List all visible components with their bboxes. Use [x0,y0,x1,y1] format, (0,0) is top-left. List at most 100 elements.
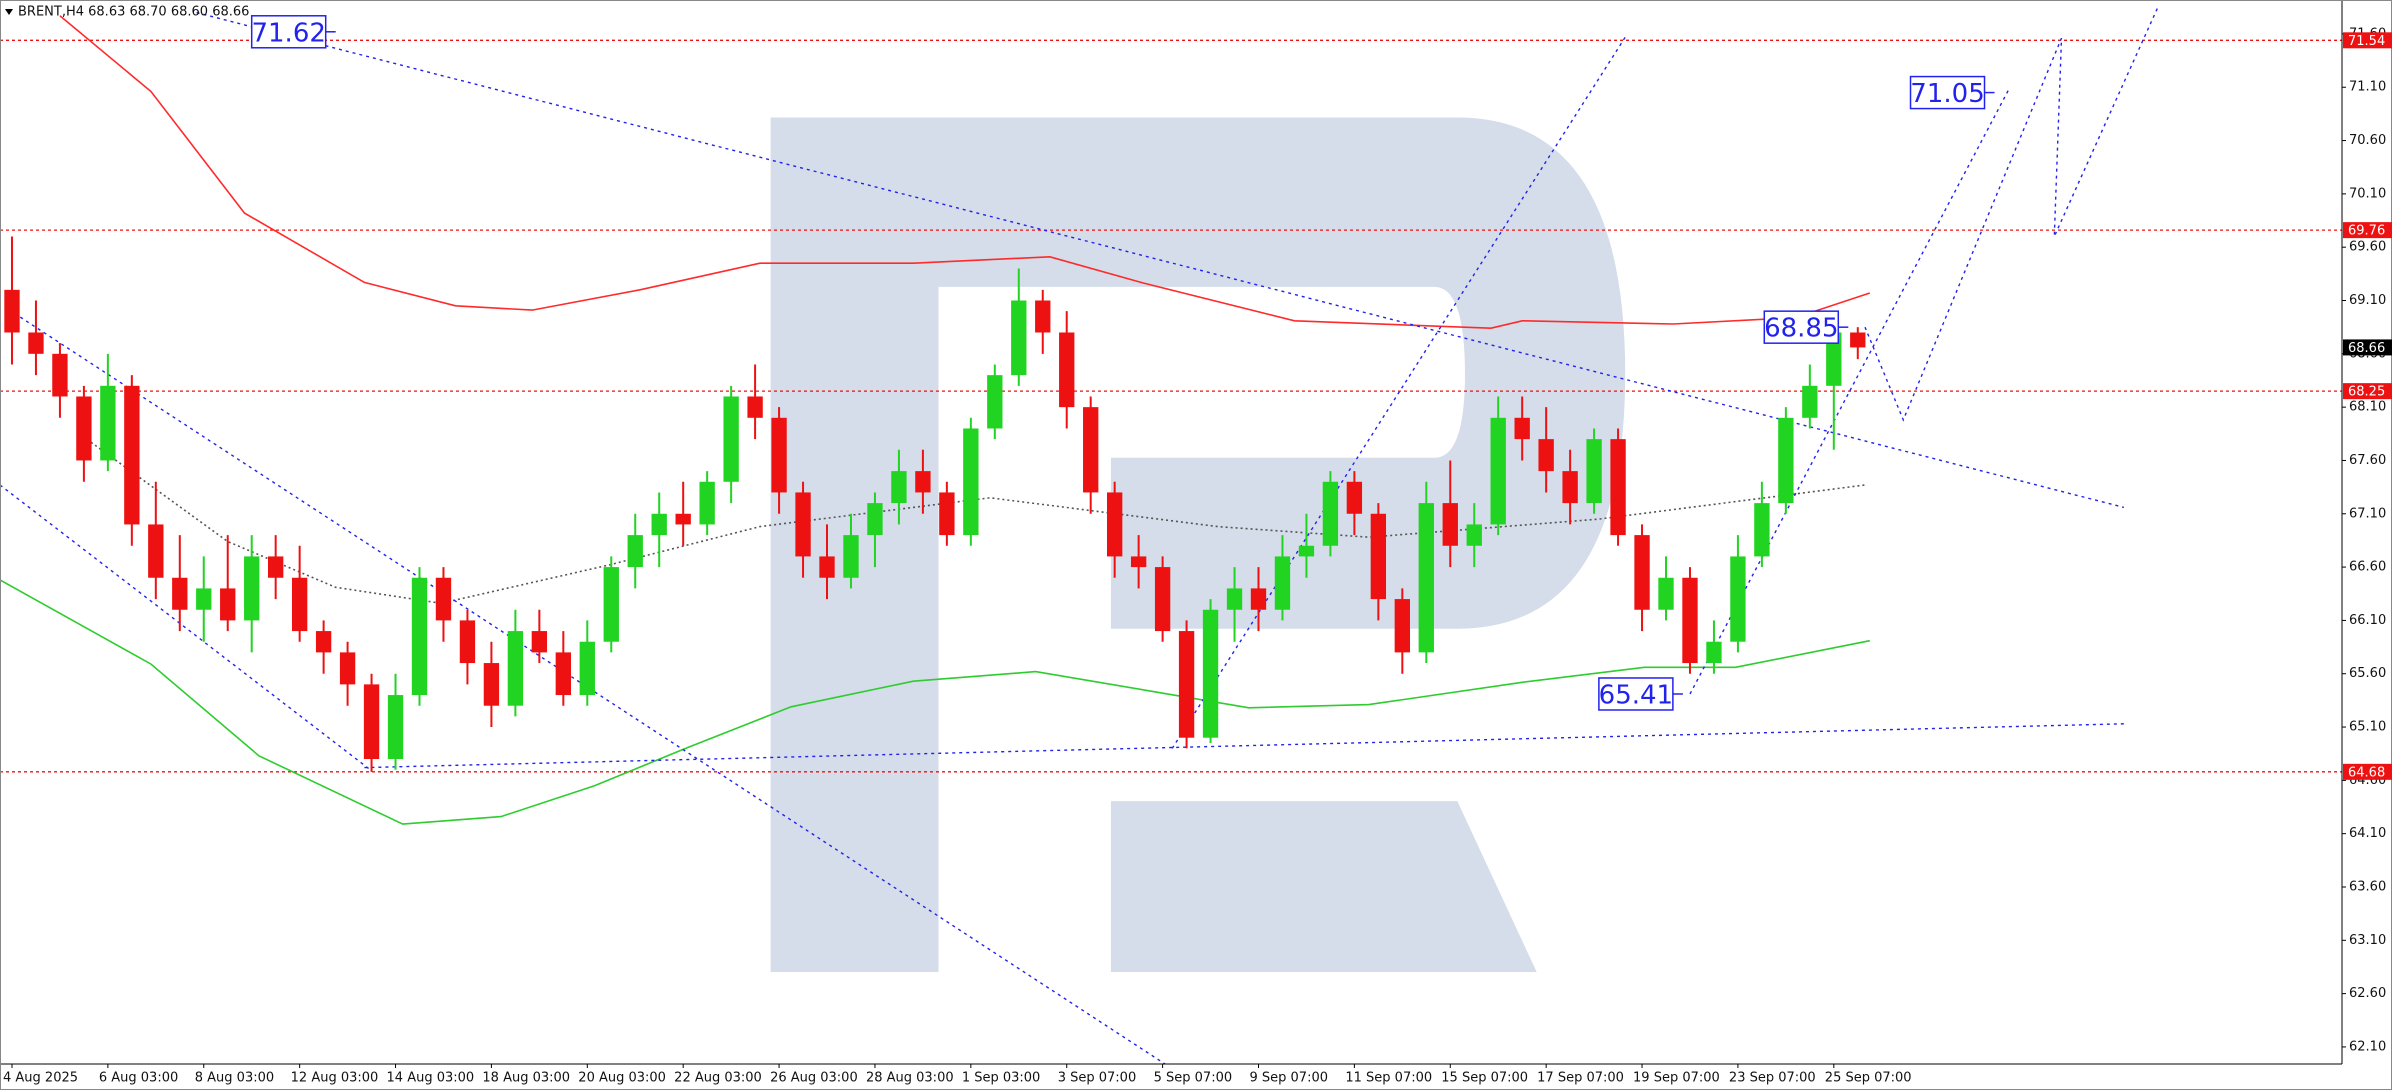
candle-body [28,332,44,354]
level-label-box [2343,222,2392,239]
candle-body [1850,332,1866,348]
level-label-box [2343,383,2392,400]
level-label: 69.76 [2348,224,2385,239]
annotation-box [250,15,327,49]
y-tick-label: 69.10 [2349,293,2386,308]
x-tick-label: 9 Sep 07:00 [1249,1071,1328,1086]
candle-body [1370,513,1387,600]
candle-body [1418,503,1434,653]
candle-body [1394,599,1410,653]
y-tick-label: 63.60 [2349,879,2386,894]
y-tick-label: 63.10 [2349,933,2386,948]
level-label-box [2343,763,2392,780]
trendline [196,11,2125,509]
candle-body [1178,631,1195,738]
level-label: 68.25 [2348,385,2385,400]
y-tick-label: 68.10 [2349,400,2386,415]
y-tick-label: 65.60 [2349,666,2386,681]
candle-body [1610,439,1626,536]
x-tick-label: 3 Sep 07:00 [1058,1071,1137,1086]
level-label: 64.68 [2348,765,2385,780]
candle-body [939,492,955,536]
annotation-label: 71.05 [1910,79,1984,109]
candle-body [1274,556,1291,610]
candle-body [267,556,284,578]
trendline [0,484,373,772]
candle-body [1778,417,1794,504]
candle-body [1250,588,1267,610]
candle-body [1826,332,1842,386]
candle-body [1754,503,1770,557]
moving-average [0,579,1870,825]
candle-body [100,385,116,461]
candle-body [1202,609,1219,738]
x-tick-label: 28 Aug 03:00 [866,1071,954,1086]
candle-body [148,524,164,578]
candle-body [675,513,691,525]
candle-body [1514,417,1530,440]
candle-body [315,631,332,653]
x-tick-label: 20 Aug 03:00 [578,1071,666,1086]
x-tick-label: 23 Sep 07:00 [1729,1071,1816,1086]
candle-body [1035,300,1051,333]
candle-body [1322,481,1339,546]
y-tick-label: 71.10 [2349,80,2386,95]
x-tick-label: 6 Aug 03:00 [99,1071,178,1086]
candle-body [1346,481,1363,514]
x-tick-label: 1 Sep 03:00 [962,1071,1041,1086]
candle-body [1706,641,1722,664]
annotation-label: 68.85 [1764,314,1838,344]
candle-body [1442,503,1458,546]
candle-body [172,577,188,610]
candle-body [52,353,68,397]
candle-body [579,641,595,696]
x-tick-label: 8 Aug 03:00 [195,1071,274,1086]
candle-body [987,375,1003,429]
level-label: 71.54 [2348,34,2385,49]
candle-body [196,588,212,610]
candle-body [363,684,380,760]
candle-body [1154,567,1171,632]
x-tick-label: 17 Sep 07:00 [1537,1071,1624,1086]
x-tick-label: 11 Sep 07:00 [1345,1071,1432,1086]
candle-body [1298,545,1315,557]
level-label-box [2343,32,2392,49]
y-tick-label: 66.60 [2349,560,2386,575]
candle-body [1466,524,1482,546]
candle-body [1106,492,1123,557]
candle-body [819,556,835,578]
candle-body [387,695,404,760]
candle-body [891,471,907,504]
candle-body [459,620,476,664]
candle-body [1083,407,1099,493]
x-tick-label: 25 Sep 07:00 [1825,1071,1912,1086]
candle-body [1634,535,1650,610]
last-price-label: 68.66 [2348,341,2385,356]
candle-body [795,492,811,557]
annotation-box [1598,677,1674,711]
candle-body [1059,332,1075,408]
annotation-box [1909,75,1986,110]
y-tick-label: 69.60 [2349,240,2386,255]
candle-body [1802,385,1818,418]
trendline [1864,8,2159,422]
candle-body [483,663,500,706]
candle-body [507,631,524,706]
y-tick-label: 64.10 [2349,826,2386,841]
y-tick-label: 70.60 [2349,133,2386,148]
annotation-box [1763,310,1840,344]
candle-body [1130,556,1147,568]
plot-area: 71.62 71.05 68.85 65.41 [0,8,2342,1065]
x-tick-label: 22 Aug 03:00 [674,1071,762,1086]
candle-body [1011,300,1027,376]
candle-body [339,652,356,685]
candle-body [747,396,763,418]
candle-body [124,385,140,525]
candle-body [699,481,715,525]
y-tick-label: 62.10 [2349,1039,2386,1054]
annotation-label: 65.41 [1599,680,1673,710]
y-tick-label: 66.10 [2349,613,2386,628]
candle-body [1490,417,1506,525]
candle-body [915,471,931,493]
